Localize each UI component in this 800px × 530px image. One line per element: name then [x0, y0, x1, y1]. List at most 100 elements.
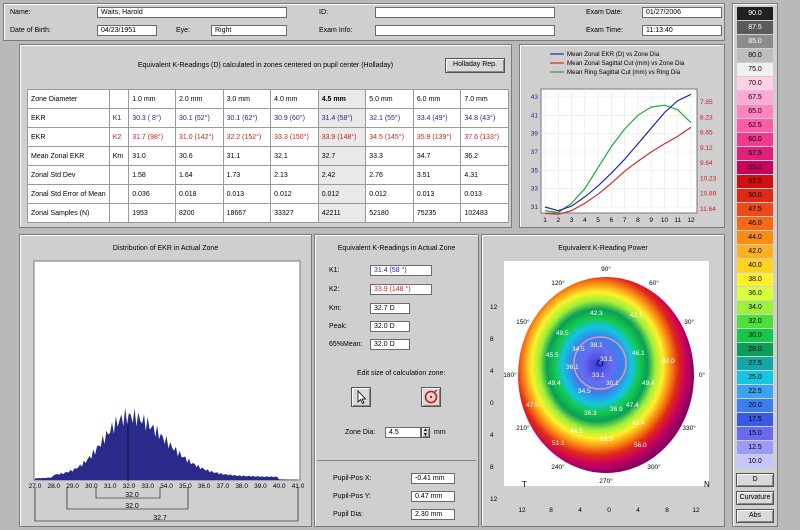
kreadings-panel: Equivalent K-Readings (D) calculated in …: [19, 44, 512, 228]
exam-date-field[interactable]: 01/27/2006: [642, 7, 722, 18]
table-cell: 31.4 (58°): [317, 108, 367, 128]
histogram-panel: Distribution of EKR in Actual Zone 27.0 2…: [19, 234, 312, 527]
exam-time-field[interactable]: 11:13:40: [642, 25, 722, 36]
actual-zone-title: Equivalent K-Readings in Actual Zone: [337, 245, 456, 252]
scale-swatch: 70.0: [737, 77, 773, 90]
peak-value-field[interactable]: 32.0 D: [370, 321, 410, 332]
map-value: 53.3: [600, 436, 613, 443]
actual-zone-panel: Equivalent K-Readings in Actual Zone K1:…: [314, 234, 479, 527]
scale-swatch: 42.0: [737, 245, 773, 258]
temporal-label: T: [522, 480, 527, 489]
scale-swatch: 87.5: [737, 21, 773, 34]
table-cell: Zonal Std Error of Mean: [27, 184, 110, 204]
map-x-tick: 0: [607, 507, 611, 514]
pupil-y-field[interactable]: 0.47 mm: [411, 491, 455, 502]
pupil-x-label: Pupil-Pos X:: [333, 475, 372, 482]
exam-info-field[interactable]: [375, 25, 555, 36]
table-row: Zonal Samples (N) 1953 8200 18667 33327 42211…: [27, 203, 509, 223]
mean65-value-field[interactable]: 32.0 D: [370, 339, 410, 350]
scale-swatch: 25.0: [737, 371, 773, 384]
table-cell: Zonal Std Dev: [27, 165, 110, 185]
scale-swatch: 50.0: [737, 189, 773, 202]
table-header-row: Zone Diameter 1.0 mm 2.0 mm 3.0 mm 4.0 mm 4.5…: [27, 89, 509, 109]
histogram-x-tick: 37.0: [217, 483, 230, 490]
scale-swatch: 38.0: [737, 273, 773, 286]
scale-swatch: 46.0: [737, 217, 773, 230]
histogram-mark-peak: 32.0: [125, 492, 139, 499]
scale-swatch: 44.0: [737, 231, 773, 244]
map-y-tick: 4: [490, 368, 494, 375]
table-row: EKR K1 30.3 ( 8°) 30.1 (52°) 30.1 (62°) 30.9 …: [27, 108, 509, 128]
table-cell: 2.76: [365, 165, 414, 185]
x-tick-label: 2: [556, 217, 560, 224]
calculation-zone-ring: [573, 336, 627, 390]
zone-circle-tool-button[interactable]: [421, 387, 441, 407]
abs-button[interactable]: Abs: [736, 509, 774, 523]
series-mean-zonal-ekr-line: [544, 93, 692, 212]
dob-field[interactable]: 04/23/1951: [97, 25, 157, 36]
x-tick-label: 6: [610, 217, 614, 224]
pupil-x-field[interactable]: -0.41 mm: [411, 473, 455, 484]
id-field[interactable]: [375, 7, 555, 18]
table-cell: 31.0: [128, 146, 176, 166]
table-cell: 31.7 (98°): [128, 127, 176, 147]
scale-swatch: 34.0: [737, 301, 773, 314]
table-cell: 2.13: [270, 165, 319, 185]
k2-value-field[interactable]: 33.9 (148 °): [370, 284, 432, 295]
table-cell: [108, 184, 130, 204]
k1-value-field[interactable]: 31.4 (58 °): [370, 265, 432, 276]
edit-zone-label: Edit size of calculation zone:: [357, 370, 446, 377]
x-tick-label: 5: [596, 217, 600, 224]
zone-dia-input[interactable]: 4.5: [385, 427, 421, 438]
x-tick-label: 8: [636, 217, 640, 224]
map-value: 33.1: [592, 372, 605, 379]
name-field[interactable]: Waits, Harold: [97, 7, 287, 18]
legend-entry: Mean Ring Sagittal Cut (mm) vs Ring Dia: [567, 69, 681, 76]
scale-swatch: 90.0: [737, 7, 773, 20]
km-value-field[interactable]: 32.7 D: [370, 303, 410, 314]
holladay-report-button[interactable]: Holladay Rep.: [445, 58, 505, 73]
y-left-tick-label: 41: [531, 112, 539, 119]
topography-title: Equivalent K-Reading Power: [558, 245, 648, 252]
x-tick-label: 7: [623, 217, 627, 224]
table-cell: 1.73: [222, 165, 272, 185]
table-row: Zonal Std Error of Mean 0.036 0.018 0.013 0.…: [27, 184, 509, 204]
angle-label: 120°: [551, 279, 565, 287]
map-value: 40.0: [662, 358, 675, 365]
pupil-y-label: Pupil-Pos Y:: [333, 493, 372, 500]
scale-swatch: 47.5: [737, 203, 773, 216]
table-row: Zonal Std Dev 1.58 1.64 1.73 2.13 2.42 2.76 3.5…: [27, 165, 509, 185]
km-label: Km:: [329, 305, 342, 312]
table-cell: 34.8 (43°): [460, 108, 509, 128]
peak-label: Peak:: [329, 323, 347, 330]
curvature-button[interactable]: Curvature: [736, 491, 774, 505]
y-right-tick-label: 11.64: [700, 206, 716, 213]
table-cell: 33.9 (148°): [317, 127, 367, 147]
map-y-tick: 8: [490, 464, 494, 471]
table-cell: 30.6: [175, 146, 224, 166]
angle-label: 300°: [647, 463, 661, 471]
map-value: 41.4: [632, 420, 645, 427]
angle-label: 270°: [599, 477, 613, 485]
angle-label: 0°: [699, 371, 706, 379]
x-tick-label: 3: [570, 217, 574, 224]
map-value: 38.1: [590, 342, 603, 349]
zone-dia-spinner[interactable]: ▲ ▼: [421, 427, 430, 438]
table-cell: 2.42: [317, 165, 367, 185]
scale-swatch: 32.0: [737, 315, 773, 328]
map-y-tick: 4: [490, 432, 494, 439]
scale-swatch: 28.0: [737, 343, 773, 356]
table-cell: 31.0 (142°): [175, 127, 224, 147]
histogram-x-tick: 41.0: [292, 483, 305, 490]
scale-unit-d[interactable]: D: [736, 473, 774, 487]
scale-swatch: 65.0: [737, 105, 773, 118]
map-value: 30.1: [606, 380, 619, 387]
scale-swatch: 40.0: [737, 259, 773, 272]
angle-label: 180°: [503, 371, 517, 379]
mean65-label: 65%Mean:: [329, 341, 363, 348]
pupil-dia-field[interactable]: 2.30 mm: [411, 509, 455, 520]
eye-field[interactable]: Right: [211, 25, 287, 36]
scale-swatch: 27.5: [737, 357, 773, 370]
map-value: 33.1: [600, 356, 613, 363]
pointer-tool-button[interactable]: [351, 387, 371, 407]
